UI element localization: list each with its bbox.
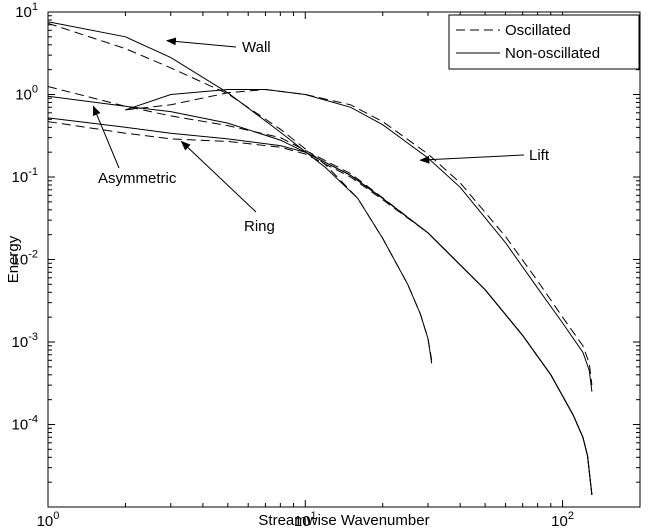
y-axis-label: Energy bbox=[5, 235, 22, 283]
series-line-asymmetric-dashed bbox=[47, 86, 593, 495]
legend-label-oscillated: Oscillated bbox=[505, 22, 571, 39]
legend-label-non-oscillated: Non-oscillated bbox=[505, 45, 600, 62]
x-axis-label: Streamwise Wavenumber bbox=[258, 512, 429, 529]
annotation-arrow-lift bbox=[419, 154, 525, 164]
x-tick-label: 101 bbox=[294, 510, 317, 529]
annotation-label-wall: Wall bbox=[242, 39, 271, 56]
y-tick-label: 10-1 bbox=[12, 166, 38, 186]
annotation-arrow-wall bbox=[165, 37, 237, 48]
y-tick-label: 10-3 bbox=[12, 331, 38, 351]
annotation-arrow-ring bbox=[180, 140, 257, 213]
axis-tick-labels: 100 101 102 101 100 10-1 10-2 10-3 10-4 bbox=[12, 1, 574, 529]
annotation-label-asymmetric: Asymmetric bbox=[98, 170, 177, 187]
annotations: Wall Lift Asymmetric Ring bbox=[92, 37, 550, 235]
x-tick-label: 102 bbox=[551, 510, 574, 529]
y-tick-label: 10-4 bbox=[12, 414, 38, 434]
annotation-label-lift: Lift bbox=[529, 147, 550, 164]
y-tick-label: 10-2 bbox=[12, 249, 38, 269]
axis-ticks bbox=[47, 11, 641, 508]
series-layer bbox=[47, 21, 593, 495]
plot-frame bbox=[47, 11, 641, 508]
annotation-label-ring: Ring bbox=[244, 218, 275, 235]
series-line-lift-dashed bbox=[125, 88, 593, 386]
legend-box bbox=[448, 14, 640, 70]
series-line-lift-solid bbox=[125, 89, 593, 392]
y-tick-label: 101 bbox=[15, 1, 38, 21]
annotation-arrow-asymmetric bbox=[92, 105, 120, 169]
y-tick-label: 100 bbox=[15, 84, 38, 104]
legend: Oscillated Non-oscillated bbox=[448, 14, 640, 70]
series-line-wall-dashed bbox=[47, 22, 433, 361]
x-tick-label: 100 bbox=[37, 510, 60, 529]
series-line-ring-dashed bbox=[47, 121, 593, 495]
